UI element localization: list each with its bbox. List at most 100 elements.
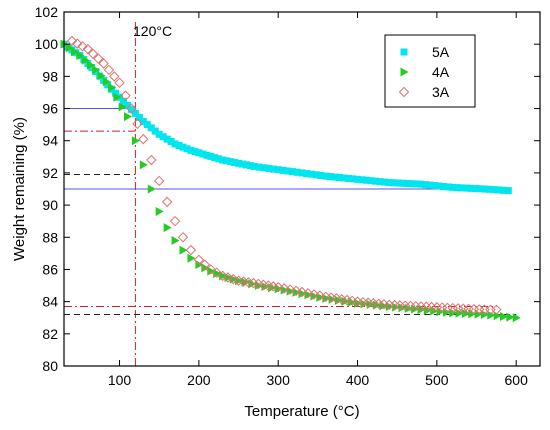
data-point-5A [326,173,334,181]
data-point-5A [112,89,120,97]
data-point-3A [228,273,239,285]
data-point-3A [491,304,502,315]
data-point-5A [317,171,325,179]
data-point-3A [82,43,94,55]
data-point-5A [476,185,484,193]
y-tick-label: 96 [42,101,58,117]
data-point-5A [390,179,398,187]
data-point-4A [254,281,263,291]
data-point-5A [239,160,246,168]
data-point-5A [167,138,175,146]
data-point-3A [211,267,222,278]
data-point-5A [171,140,179,148]
data-point-4A [241,277,250,287]
data-point-5A [480,185,488,193]
data-point-5A [191,148,199,156]
data-point-5A [471,185,479,193]
data-point-5A [458,184,466,192]
data-point-5A [288,168,296,176]
data-point-4A [108,83,117,93]
data-point-4A [347,297,356,307]
data-point-4A [379,301,388,311]
data-point-3A [308,289,320,300]
data-point-5A [444,183,452,191]
data-point-4A [123,112,132,122]
legend-marker-4A [400,67,409,77]
y-tick-label: 84 [42,294,58,310]
data-point-4A [163,223,172,233]
y-tick-label: 86 [42,261,58,277]
data-point-4A [500,311,509,321]
data-point-5A [408,180,416,188]
data-point-3A [177,232,189,243]
data-point-5A [235,159,243,167]
data-point-5A [211,154,219,162]
data-point-5A [179,143,187,151]
data-point-3A [217,270,228,282]
x-tick-label: 100 [108,372,132,388]
data-point-5A [143,121,151,129]
data-point-4A [171,235,180,245]
data-point-5A [250,162,258,170]
data-point-5A [340,174,348,182]
data-point-4A [411,304,420,314]
data-point-5A [335,174,343,182]
data-point-3A [272,281,284,293]
data-point-5A [312,171,320,179]
data-point-5A [246,162,254,170]
legend: 5A 4A 3A [384,34,476,108]
data-point-5A [207,152,215,160]
data-point-5A [504,187,512,195]
data-point-5A [344,174,352,182]
data-point-5A [284,167,292,175]
data-point-5A [462,184,470,192]
data-point-5A [467,184,475,192]
data-point-4A [71,47,80,57]
data-point-5A [183,145,191,153]
data-point-5A [260,164,268,172]
data-point-5A [367,177,375,185]
data-point-5A [354,175,362,183]
data-point-4A [147,184,156,194]
data-point-5A [453,184,461,192]
data-point-5A [155,130,163,138]
x-tick-label: 400 [346,372,370,388]
data-point-4A [97,71,106,81]
legend-marker-5A [400,48,408,56]
data-point-5A [495,186,503,194]
data-point-5A [381,178,389,186]
data-point-3A [87,48,99,60]
data-point-4A [102,77,111,87]
data-point-4A [131,136,140,146]
data-series [60,35,521,323]
data-point-5A [127,105,135,113]
legend-label-5A: 5A [432,44,450,60]
data-point-4A [274,284,283,294]
data-point-5A [265,164,273,172]
plot-frame [63,11,541,367]
data-point-3A [98,58,109,69]
data-point-3A [296,286,308,298]
data-point-5A [131,109,139,117]
data-point-3A [153,175,165,187]
data-point-4A [455,308,464,318]
data-point-4A [207,266,216,276]
x-tick-label: 300 [267,372,291,388]
data-point-5A [279,166,287,174]
data-point-5A [199,150,207,158]
data-point-3A [120,90,131,101]
data-point-4A [461,309,470,319]
data-point-3A [314,290,326,301]
data-point-5A [403,179,411,187]
data-point-4A [113,92,122,102]
data-point-4A [436,307,445,317]
data-point-3A [302,287,314,299]
data-point-3A [222,272,234,283]
data-point-3A [126,103,137,114]
data-point-5A [376,178,384,186]
data-point-5A [139,117,147,125]
data-point-3A [77,41,88,52]
data-point-5A [399,179,407,187]
series-3A [66,35,502,315]
